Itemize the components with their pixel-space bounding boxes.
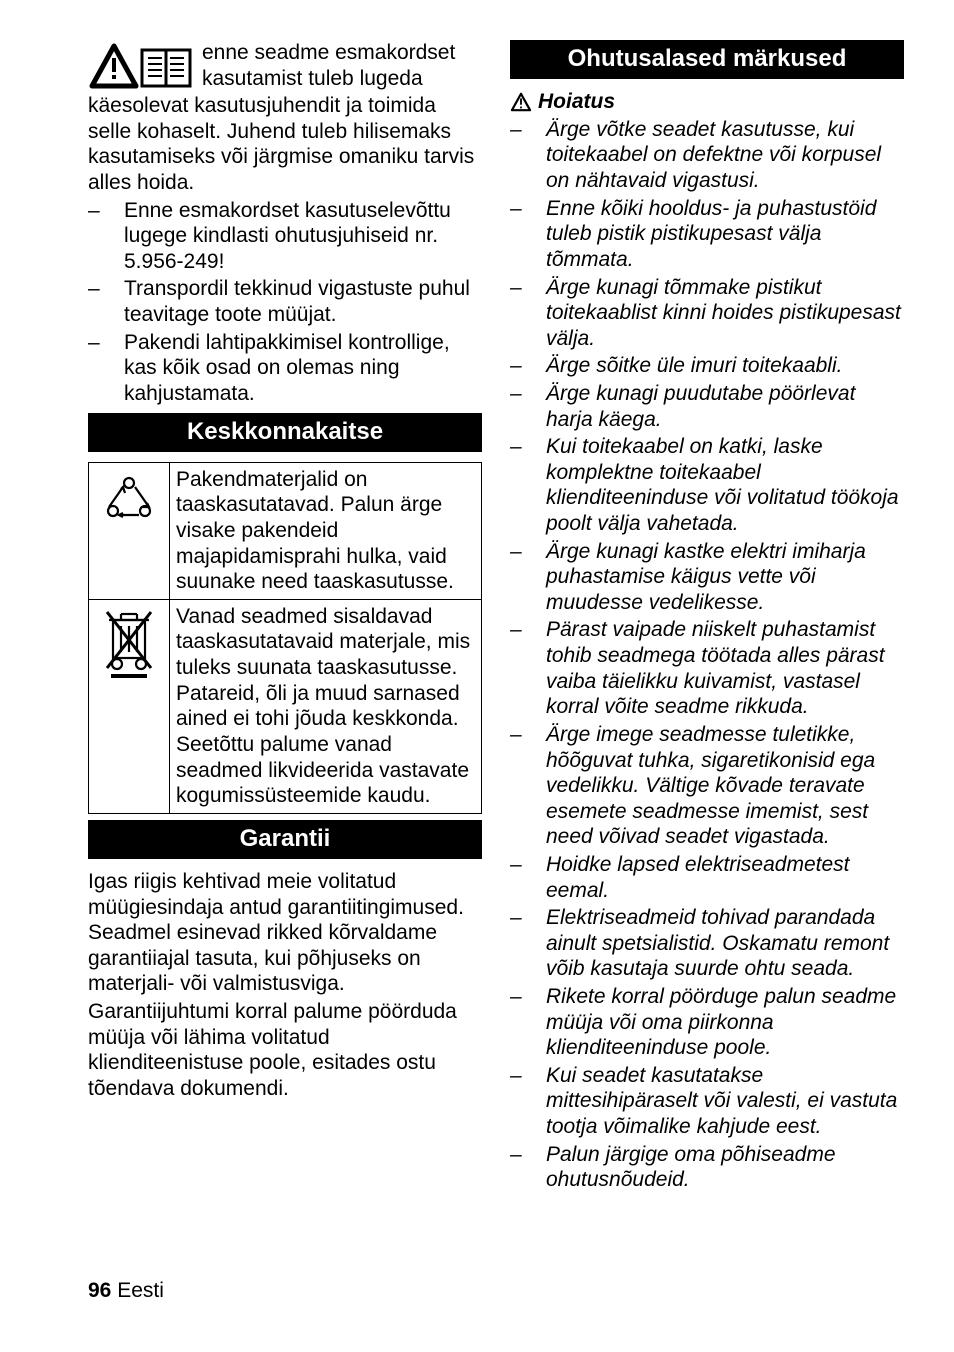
list-item-text: Pakendi lahtipakkimisel kontrollige, kas… [124, 331, 450, 405]
weee-icon-cell [89, 599, 170, 813]
heading-environment: Keskkonnakaitse [88, 413, 482, 452]
list-item: Enne esmakordset kasutuselevõttu lugege … [88, 198, 482, 275]
list-item: Kui seadet kasutatakse mittesihipäraselt… [510, 1063, 904, 1140]
list-item-text: Hoidke lapsed elektriseadmetest eemal. [546, 853, 850, 902]
list-item-text: Kui seadet kasutatakse mittesihipäraselt… [546, 1064, 897, 1138]
warning-label: Hoiatus [538, 89, 615, 115]
heading-warranty: Garantii [88, 820, 482, 859]
list-item-text: Ärge sõitke üle imuri toitekaabli. [546, 354, 842, 377]
list-item: Pakendi lahtipakkimisel kontrollige, kas… [88, 330, 482, 407]
crossed-bin-icon [99, 606, 159, 680]
warranty-p2: Garantiijuhtumi korral palume pöörduda m… [88, 999, 482, 1101]
intro-block: enne seadme esmakordset kasutamist tuleb… [88, 40, 482, 196]
list-item: Ärge sõitke üle imuri toitekaabli. [510, 353, 904, 379]
list-item-text: Enne kõiki hooldus- ja puhastustöid tule… [546, 197, 876, 271]
warranty-p1: Igas riigis kehtivad meie volitatud müüg… [88, 869, 482, 997]
list-item: Elektriseadmeid tohivad parandada ainult… [510, 905, 904, 982]
intro-icons [88, 42, 196, 90]
list-item: Transpordil tekkinud vigastuste puhul te… [88, 276, 482, 327]
list-item: Enne kõiki hooldus- ja puhastustöid tule… [510, 196, 904, 273]
list-item: Pärast vaipade niiskelt puhastamist tohi… [510, 617, 904, 719]
table-row: Pakendmaterjalid on taaskasutatavad. Pal… [89, 462, 482, 599]
heading-safety: Ohutusalased märkused [510, 40, 904, 79]
list-item-text: Elektriseadmeid tohivad parandada ainult… [546, 906, 889, 980]
intro-bullet-list: Enne esmakordset kasutuselevõttu lugege … [88, 198, 482, 407]
table-row: Vanad seadmed sisaldavad taaskasutatavai… [89, 599, 482, 813]
list-item: Palun järgige oma põhiseadme ohutusnõude… [510, 1142, 904, 1193]
list-item: Ärge imege seadmesse tuletikke, hõõguvat… [510, 722, 904, 850]
right-column: Ohutusalased märkused Hoiatus Ärge võtke… [510, 40, 904, 1195]
warning-label-row: Hoiatus [510, 89, 904, 115]
list-item-text: Palun järgige oma põhiseadme ohutusnõude… [546, 1143, 836, 1192]
list-item-text: Ärge kunagi kastke elektri imiharja puha… [546, 540, 866, 614]
list-item: Rikete korral pöörduge palun seadme müüj… [510, 984, 904, 1061]
list-item-text: Ärge kunagi tõmmake pistikut toitekaabli… [546, 276, 901, 350]
page-footer: 96 Eesti [88, 1278, 164, 1304]
open-book-icon [142, 50, 190, 86]
warning-triangle-icon [92, 46, 136, 86]
list-item-text: Ärge võtke seadet kasutusse, kui toiteka… [546, 118, 881, 192]
eco-text-2: Vanad seadmed sisaldavad taaskasutatavai… [170, 599, 482, 813]
list-item-text: Ärge imege seadmesse tuletikke, hõõguvat… [546, 723, 875, 848]
intro-rest: käesolevat kasutusjuhendit ja toimida se… [88, 93, 482, 195]
list-item: Kui toitekaabel on katki, laske komplekt… [510, 434, 904, 536]
list-item: Ärge kunagi puudutabe pöörlevat harja kä… [510, 381, 904, 432]
list-item-text: Kui toitekaabel on katki, laske komplekt… [546, 435, 899, 535]
list-item-text: Pärast vaipade niiskelt puhastamist tohi… [546, 618, 885, 718]
list-item-text: Rikete korral pöörduge palun seadme müüj… [546, 985, 896, 1059]
list-item: Ärge kunagi tõmmake pistikut toitekaabli… [510, 275, 904, 352]
left-column: enne seadme esmakordset kasutamist tuleb… [88, 40, 482, 1195]
recycle-icon-cell [89, 462, 170, 599]
eco-text-1: Pakendmaterjalid on taaskasutatavad. Pal… [170, 462, 482, 599]
safety-bullet-list: Ärge võtke seadet kasutusse, kui toiteka… [510, 117, 904, 1193]
list-item-text: Enne esmakordset kasutuselevõttu lugege … [124, 199, 451, 273]
page-language: Eesti [117, 1279, 164, 1302]
list-item-text: Ärge kunagi puudutabe pöörlevat harja kä… [546, 382, 855, 431]
eco-table: Pakendmaterjalid on taaskasutatavad. Pal… [88, 462, 482, 814]
list-item: Ärge kunagi kastke elektri imiharja puha… [510, 539, 904, 616]
page-number: 96 [88, 1279, 111, 1302]
warning-triangle-icon [510, 92, 532, 112]
list-item: Hoidke lapsed elektriseadmetest eemal. [510, 852, 904, 903]
list-item: Ärge võtke seadet kasutusse, kui toiteka… [510, 117, 904, 194]
list-item-text: Transpordil tekkinud vigastuste puhul te… [124, 277, 470, 326]
recycle-people-icon [99, 469, 159, 529]
